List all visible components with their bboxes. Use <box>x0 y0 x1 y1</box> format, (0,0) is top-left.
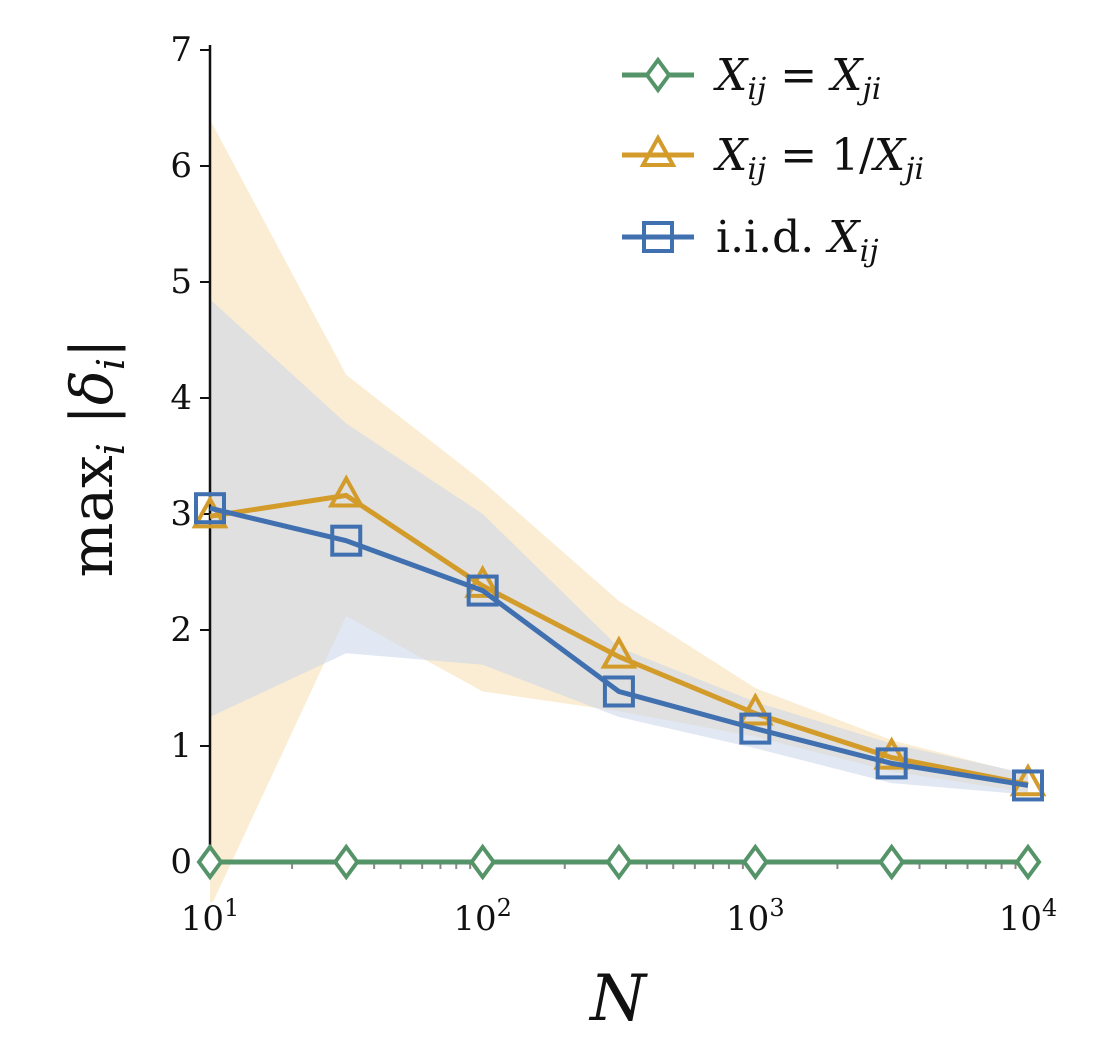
point-1-3 <box>600 635 638 669</box>
x-axis-title: N <box>588 962 648 1036</box>
point-2-1 <box>330 524 363 557</box>
y-tick-label: 3 <box>170 494 192 534</box>
point-0-3 <box>605 843 633 881</box>
series-2 <box>194 492 1044 802</box>
series-line-1 <box>209 492 1029 787</box>
point-2-5 <box>875 747 908 780</box>
legend-label: i.i.d. Xij <box>716 212 879 269</box>
series-1 <box>191 474 1047 797</box>
y-tick-label: 1 <box>170 726 192 766</box>
series-0 <box>196 843 1042 881</box>
x-tick-label: 104 <box>999 894 1058 939</box>
point-0-1 <box>332 843 360 881</box>
x-tick-label: 102 <box>453 894 512 939</box>
point-0-5 <box>878 843 906 881</box>
confidence-bands <box>210 119 1028 902</box>
x-tick-label: 101 <box>181 894 240 939</box>
band-2 <box>210 299 1028 795</box>
y-tick-label: 7 <box>170 30 192 70</box>
legend-marker <box>644 56 672 94</box>
series-line-2 <box>209 505 1029 788</box>
y-tick-label: 5 <box>170 262 192 302</box>
legend-entry-0: Xij = Xji <box>622 50 881 107</box>
point-2-3 <box>602 675 635 708</box>
y-tick-label: 4 <box>170 378 192 418</box>
axes: 0 1 2 3 4 5 6 7 101 102 103 104 <box>170 30 1057 939</box>
legend-label: Xij = 1/Xji <box>713 130 924 187</box>
point-1-5 <box>873 736 911 770</box>
legend-label: Xij = Xji <box>713 50 881 107</box>
legend-entry-1: Xij = 1/Xji <box>622 130 924 187</box>
point-2-6 <box>1012 769 1044 802</box>
point-0-2 <box>469 843 497 881</box>
point-1-4 <box>736 692 774 726</box>
legend-entry-2: i.i.d. Xij <box>622 212 879 269</box>
point-2-4 <box>739 712 772 745</box>
y-tick-label: 2 <box>170 610 192 650</box>
series-lines <box>191 474 1047 881</box>
point-0-4 <box>741 843 769 881</box>
point-2-2 <box>466 574 499 607</box>
point-1-2 <box>464 564 502 598</box>
point-0-0 <box>196 843 224 881</box>
point-0-6 <box>1014 843 1042 881</box>
y-tick-label: 0 <box>170 842 192 882</box>
y-tick-label: 6 <box>170 146 192 186</box>
legend-marker <box>639 133 677 167</box>
point-1-6 <box>1009 763 1047 797</box>
point-1-1 <box>327 474 365 508</box>
legend: Xij = Xji Xij = 1/Xji i.i.d. Xij <box>622 50 924 269</box>
legend-marker <box>642 221 674 253</box>
y-axis-title: maxi |δi| <box>58 338 133 577</box>
point-1-0 <box>191 495 229 529</box>
x-tick-label: 103 <box>726 894 785 939</box>
point-2-0 <box>194 492 226 525</box>
